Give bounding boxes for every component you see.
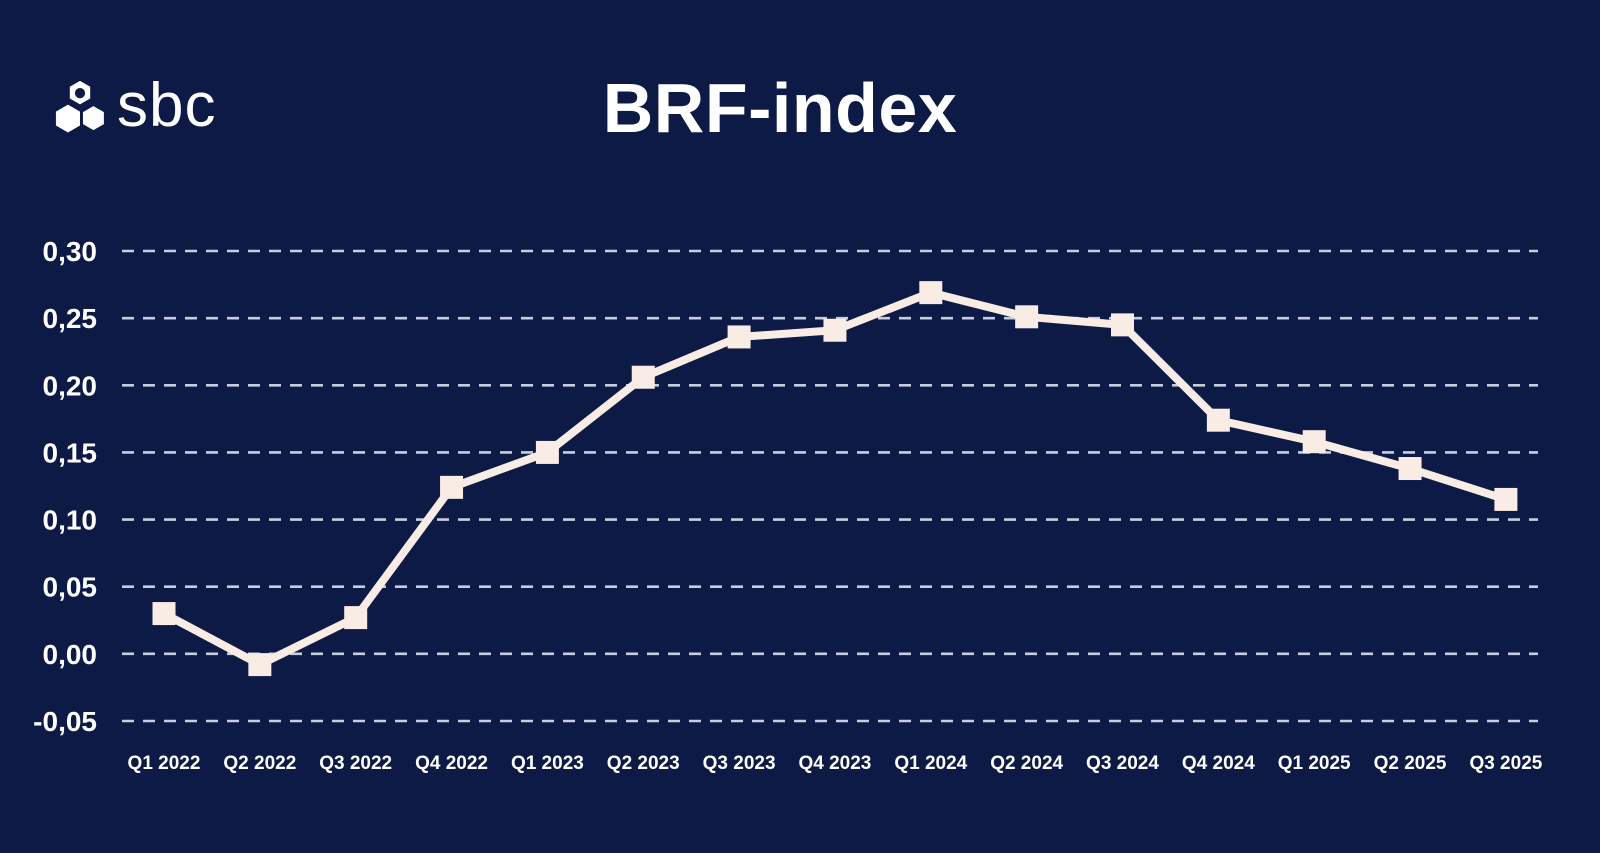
y-axis-tick-label: 0,05: [43, 572, 98, 603]
x-axis-tick-label: Q3 2025: [1469, 753, 1542, 774]
y-axis-tick-label: 0,10: [43, 505, 98, 536]
brand-name: sbc: [117, 71, 217, 140]
data-point-marker: [727, 325, 751, 349]
data-point-marker: [535, 440, 559, 464]
data-point-marker: [1015, 305, 1039, 329]
data-point-marker: [919, 281, 943, 305]
data-point-marker: [1206, 408, 1230, 432]
data-point-marker: [1111, 313, 1134, 337]
x-axis-tick-label: Q2 2022: [223, 753, 296, 774]
x-axis-tick-label: Q4 2023: [798, 753, 871, 774]
x-axis-tick-label: Q1 2025: [1278, 753, 1351, 774]
x-axis-tick-label: Q3 2024: [1086, 753, 1159, 774]
data-point-marker: [1494, 487, 1518, 511]
y-axis-tick-label: 0,20: [43, 370, 98, 401]
y-axis-tick-label: 0,15: [43, 437, 98, 468]
y-axis-tick-label: 0,30: [43, 236, 98, 267]
x-axis-tick-label: Q2 2025: [1374, 753, 1447, 774]
data-point-marker: [248, 653, 272, 677]
y-axis-tick-label: -0,05: [33, 706, 97, 737]
y-axis-tick-label: 0,25: [43, 303, 98, 334]
chart-title: BRF-index: [602, 69, 958, 147]
data-point-marker: [823, 318, 847, 342]
x-axis-tick-label: Q2 2023: [607, 753, 680, 774]
x-axis-tick-label: Q4 2022: [415, 753, 488, 774]
data-point-marker: [1302, 430, 1326, 454]
data-point-marker: [1398, 457, 1422, 481]
x-axis-tick-label: Q4 2024: [1182, 753, 1255, 774]
x-axis-tick-label: Q1 2022: [128, 753, 201, 774]
data-point-marker: [440, 475, 464, 499]
data-point-marker: [631, 365, 655, 389]
x-axis-tick-label: Q1 2023: [511, 753, 584, 774]
data-point-marker: [152, 602, 176, 626]
y-axis-tick-label: 0,00: [43, 639, 98, 670]
sbc-hexagons-icon: [55, 80, 104, 133]
x-axis-tick-label: Q2 2024: [990, 753, 1063, 774]
data-point-marker: [344, 606, 368, 630]
x-axis-tick-label: Q1 2024: [894, 753, 967, 774]
x-axis-tick-label: Q3 2023: [703, 753, 776, 774]
x-axis-tick-label: Q3 2022: [319, 753, 392, 774]
sbc-logo: sbc: [55, 71, 217, 140]
